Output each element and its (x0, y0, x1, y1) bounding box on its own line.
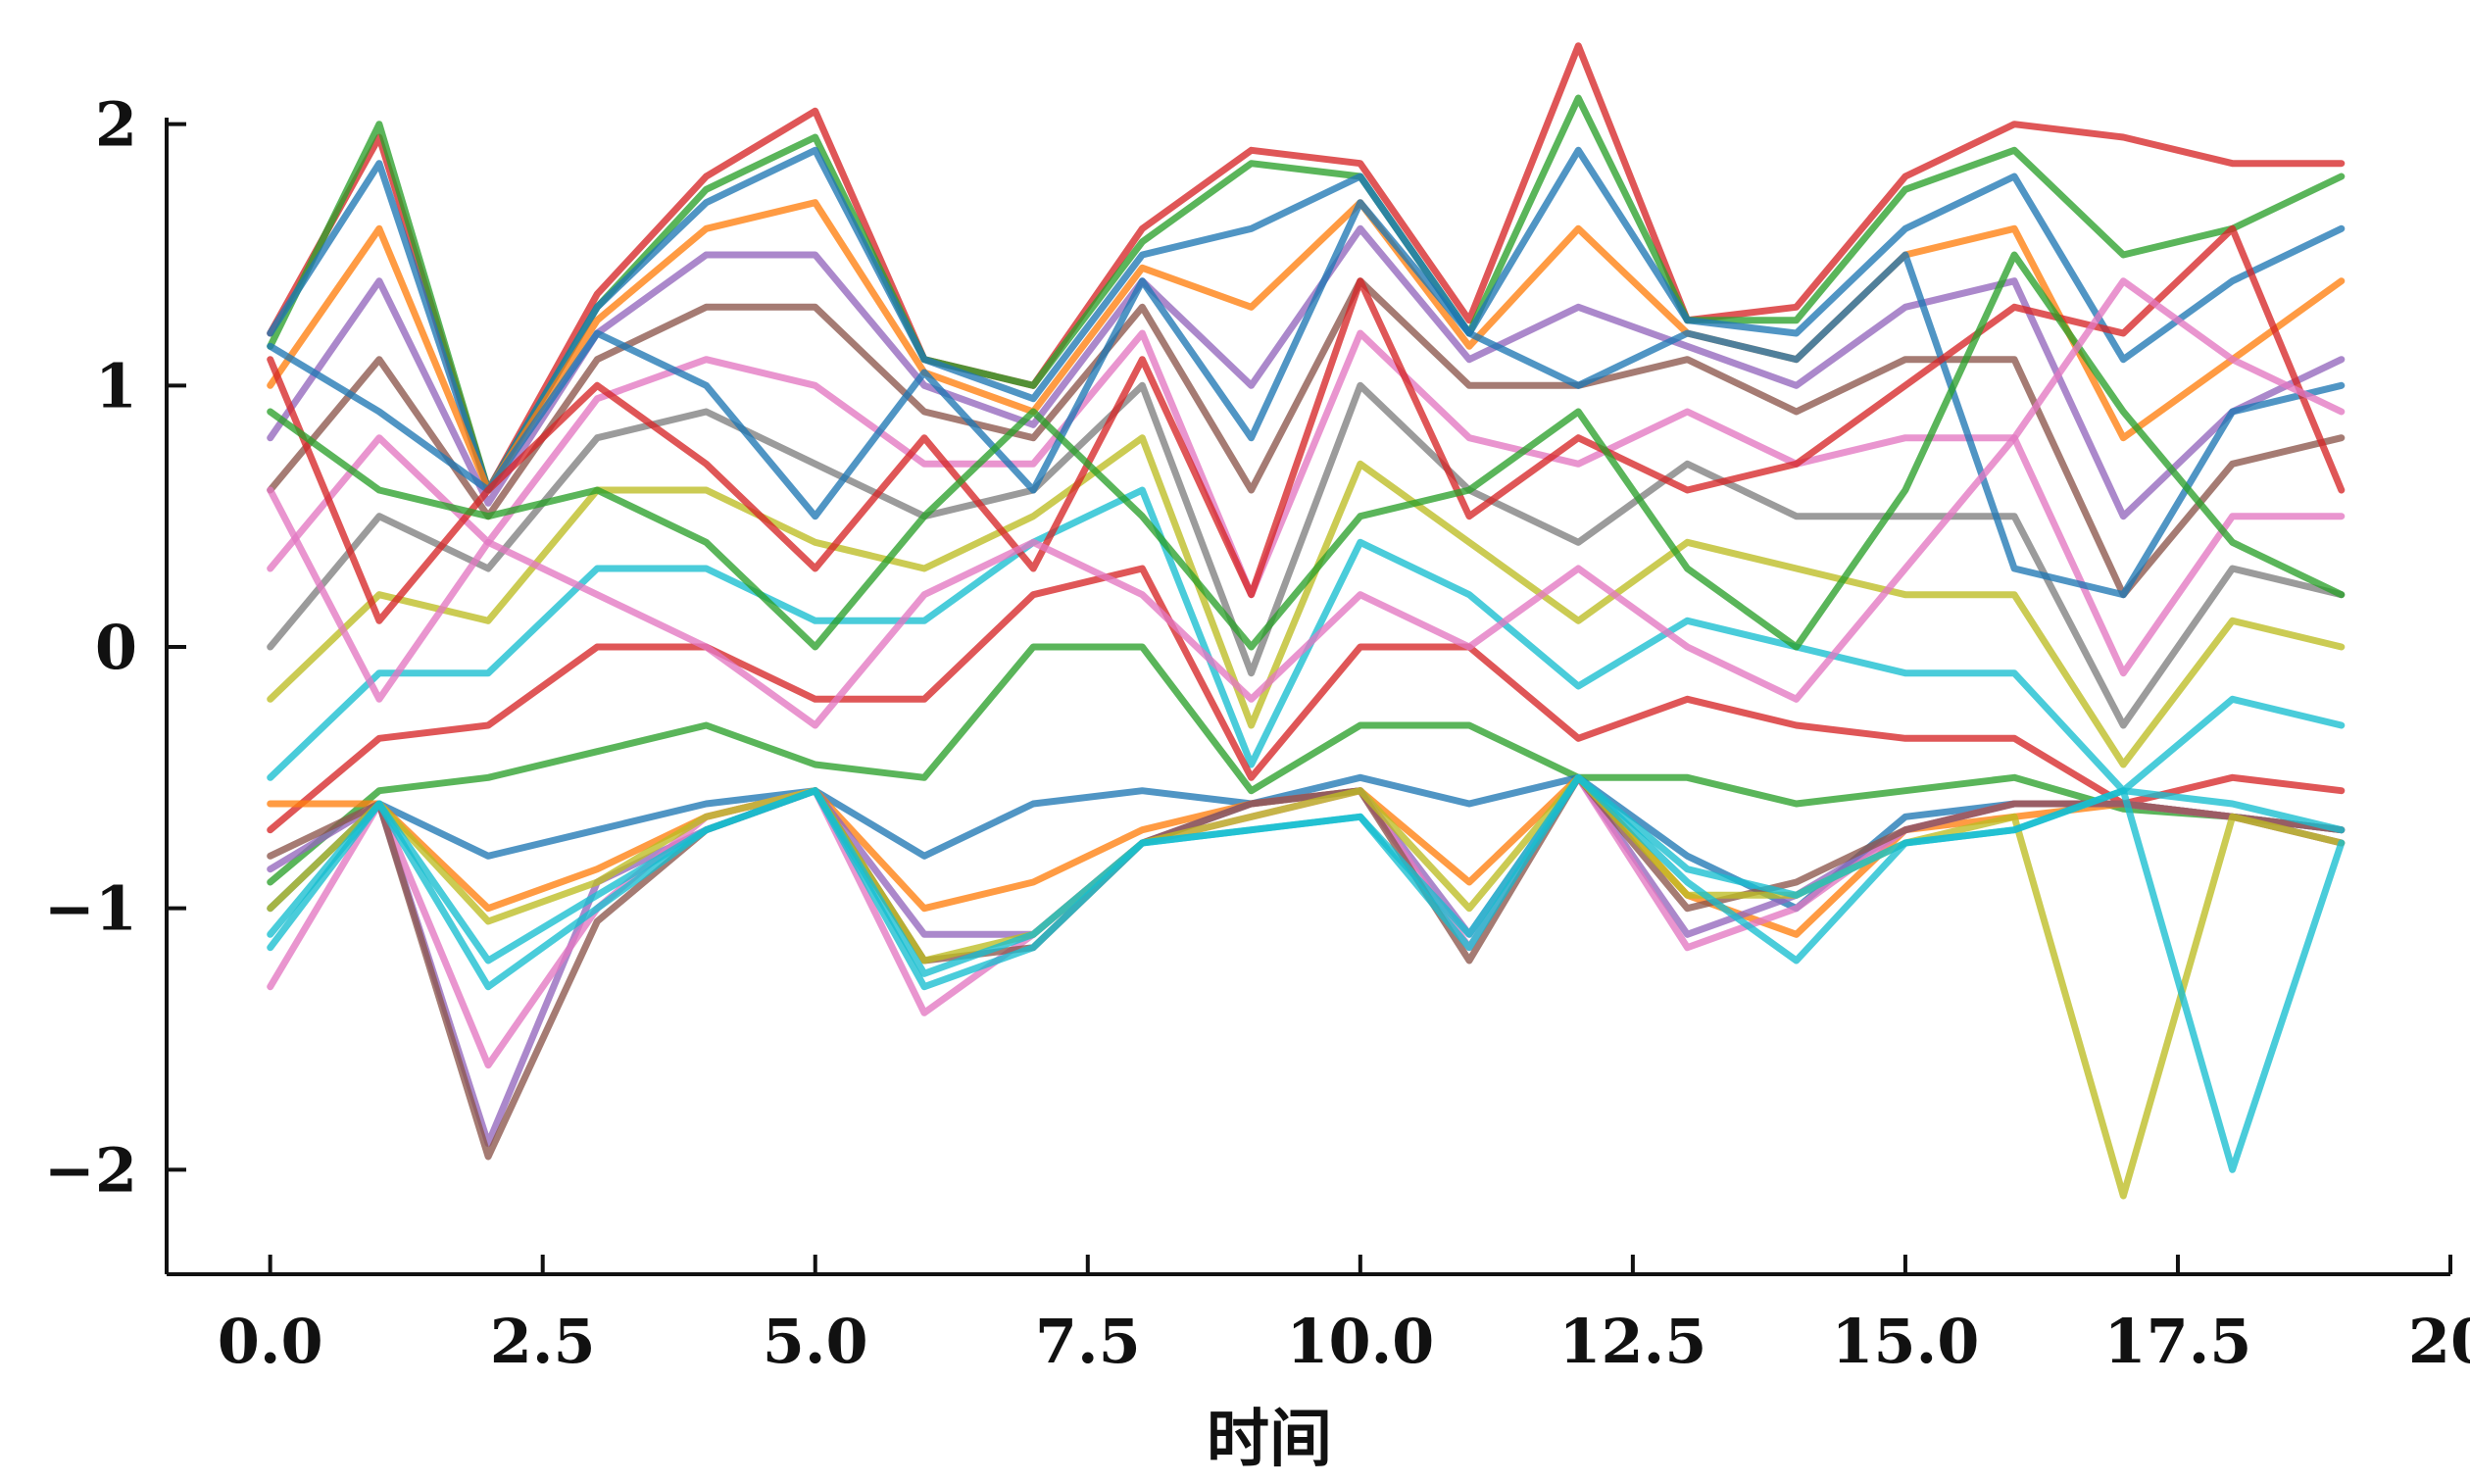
series-line-11 (267, 565, 2346, 834)
series-line-7 (267, 329, 2346, 677)
series-line-1 (267, 42, 2346, 494)
y-tick-label: 0 (95, 612, 137, 683)
y-axis-ticks: 2 1 0 −1 −2 (44, 89, 186, 1206)
series-line-3 (267, 146, 2346, 494)
series-line-22 (267, 224, 2346, 624)
series-line-5 (267, 224, 2346, 520)
series-line-23 (267, 251, 2346, 651)
y-tick-label: 1 (95, 350, 137, 421)
x-tick-label: 7.5 (1035, 1306, 1141, 1377)
series-line-18 (267, 773, 2346, 1200)
y-tick-label: −1 (44, 873, 137, 945)
series-layer (267, 42, 2346, 1200)
series-line-6 (267, 277, 2346, 599)
series-line-17 (267, 773, 2346, 1161)
series-line-24 (267, 277, 2346, 729)
x-tick-label: 12.5 (1558, 1306, 1706, 1377)
series-line-12 (267, 643, 2346, 886)
series-line-21 (267, 199, 2346, 599)
y-tick-label: 2 (95, 89, 137, 161)
x-tick-label: 5.0 (763, 1306, 868, 1377)
x-tick-label: 10.0 (1286, 1306, 1434, 1377)
x-tick-label: 15.0 (1831, 1306, 1979, 1377)
x-axis-title: 时间 (1207, 1404, 1332, 1476)
x-tick-label: 0.0 (218, 1306, 323, 1377)
x-tick-label: 20 (2408, 1306, 2470, 1377)
series-line-20 (267, 773, 2346, 977)
x-tick-label: 17.5 (2103, 1306, 2251, 1377)
x-axis-ticks: 0.0 2.5 5.0 7.5 10.0 12.5 15.0 17.5 20 (218, 1255, 2470, 1377)
series-line-10 (267, 486, 2346, 795)
series-line-9 (267, 434, 2346, 768)
y-tick-label: −2 (44, 1134, 137, 1206)
x-tick-label: 2.5 (490, 1306, 596, 1377)
series-line-4 (267, 199, 2346, 494)
